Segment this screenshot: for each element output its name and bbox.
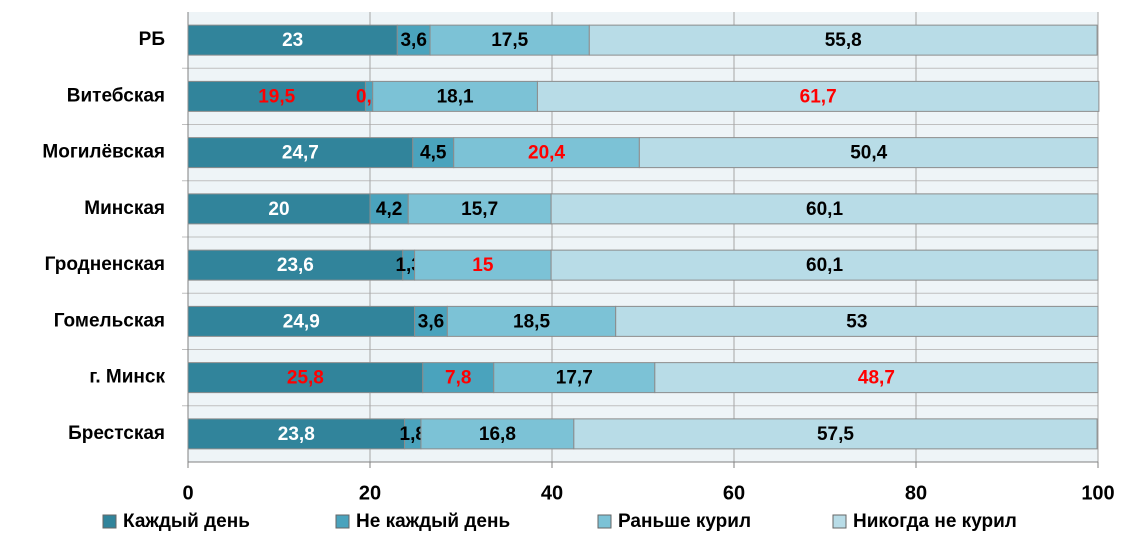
bar-segment [412, 137, 455, 169]
legend-label: Не каждый день [356, 511, 510, 532]
value-label: 60,1 [806, 199, 843, 220]
value-label: 20,4 [528, 143, 565, 164]
legend-swatch [832, 514, 847, 529]
category-label: Гродненская [45, 254, 165, 275]
value-label: 7,8 [445, 368, 471, 389]
value-label: 23,6 [277, 255, 314, 276]
value-label: 4,5 [420, 143, 447, 164]
bar-segment [550, 249, 1099, 281]
value-label: 1,8 [400, 424, 426, 445]
value-label: 15,7 [461, 199, 498, 220]
category-label: г. Минск [89, 367, 165, 388]
value-label: 17,5 [491, 30, 528, 51]
bar-segment [453, 137, 640, 169]
value-label: 17,7 [556, 368, 593, 389]
bar-segment [573, 418, 1098, 450]
category-label: Могилёвская [42, 142, 165, 163]
value-label: 3,6 [418, 311, 444, 332]
x-tick-label: 80 [905, 482, 927, 504]
legend-label: Каждый день [123, 511, 250, 532]
legend-swatch [597, 514, 612, 529]
value-label: 24,7 [282, 143, 319, 164]
value-label: 18,5 [513, 311, 550, 332]
bar-segment [550, 193, 1099, 225]
bar-segment [187, 249, 404, 281]
value-label: 60,1 [806, 255, 843, 276]
value-label: 61,7 [800, 86, 837, 107]
category-label: Минская [84, 198, 165, 219]
value-label: 50,4 [850, 143, 887, 164]
category-label: РБ [139, 29, 165, 50]
bar-segment [187, 137, 414, 169]
bar-segment [414, 305, 448, 337]
value-label: 24,9 [283, 311, 320, 332]
bar-segment [536, 80, 1100, 112]
value-label: 57,5 [817, 424, 854, 445]
bar-segment [187, 24, 398, 56]
value-label: 3,6 [400, 30, 426, 51]
value-label: 15 [472, 255, 494, 276]
legend-swatch [335, 514, 350, 529]
value-label: 48,7 [858, 368, 895, 389]
bar-segment [407, 193, 552, 225]
bar-segment [615, 305, 1099, 337]
value-label: 55,8 [825, 30, 862, 51]
bar-segment [369, 193, 409, 225]
bar-segment [429, 24, 590, 56]
legend-swatch [102, 514, 117, 529]
value-label: 4,2 [376, 199, 402, 220]
bar-segment [396, 24, 431, 56]
bar-segment [493, 362, 656, 394]
value-label: 18,1 [437, 86, 474, 107]
value-label: 20 [268, 199, 289, 220]
bar-segment [638, 137, 1099, 169]
category-label: Витебская [67, 85, 165, 106]
bar-segment [187, 418, 406, 450]
value-label: 25,8 [287, 368, 324, 389]
bar-segment [654, 362, 1099, 394]
x-tick-label: 100 [1081, 482, 1114, 504]
bar-segment [588, 24, 1098, 56]
bar-segment [187, 362, 424, 394]
value-label: 23,8 [278, 424, 315, 445]
bar-segment [187, 193, 371, 225]
bar-segment [420, 418, 575, 450]
value-label: 23 [282, 30, 303, 51]
bar-segment [446, 305, 617, 337]
value-label: 19,5 [258, 86, 295, 107]
value-label: 16,8 [479, 424, 516, 445]
value-label: 53 [846, 311, 867, 332]
category-label: Гомельская [54, 310, 165, 331]
x-tick-label: 20 [359, 482, 381, 504]
category-label: Брестская [68, 423, 165, 444]
x-tick-label: 40 [541, 482, 563, 504]
bar-segment [187, 305, 416, 337]
bar-segment [414, 249, 552, 281]
legend-label: Никогда не курил [853, 511, 1017, 532]
bar-segment [372, 80, 538, 112]
x-tick-label: 0 [182, 482, 193, 504]
legend-label: Раньше курил [618, 511, 751, 532]
x-tick-label: 60 [723, 482, 745, 504]
